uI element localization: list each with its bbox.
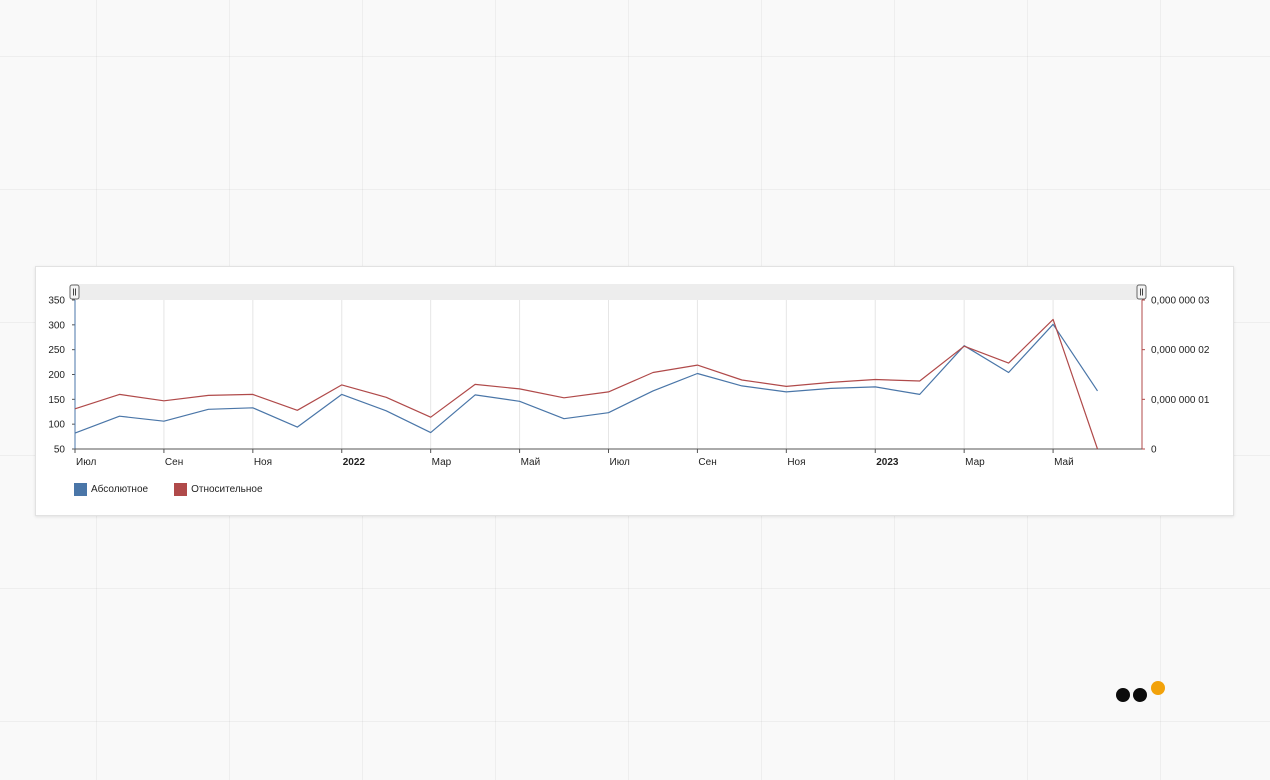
legend: Абсолютное Относительное [74, 483, 263, 496]
series-0-point [474, 394, 476, 396]
x-tick-label: Июл [610, 457, 630, 468]
series-1-point [518, 388, 520, 390]
legend-item-1[interactable]: Относительное [174, 483, 263, 496]
series-0-point [1007, 371, 1009, 373]
y-right-tick-label: 0,000 000 03 [1151, 296, 1210, 307]
series-0-point [652, 390, 654, 392]
series-1-point [341, 384, 343, 386]
x-tick-label: Май [1054, 457, 1074, 468]
legend-label: Относительное [191, 484, 263, 495]
y-left-tick-label: 50 [54, 445, 66, 456]
logo-dot-black-2 [1133, 688, 1147, 702]
x-tick-label: Мар [432, 457, 452, 468]
y-left-tick-label: 250 [48, 345, 65, 356]
series-0-point [207, 408, 209, 410]
x-tick-label: Июл [76, 457, 96, 468]
series-1-point [74, 408, 76, 410]
series-1-point [785, 385, 787, 387]
series-0-point [385, 410, 387, 412]
y-left-tick-label: 100 [48, 420, 65, 431]
series-1-point [563, 397, 565, 399]
brand-dots-icon [1116, 681, 1168, 702]
x-tick-label: Ноя [787, 457, 805, 468]
series-1-point [385, 396, 387, 398]
series-0-point [163, 420, 165, 422]
x-tick-label: Сен [698, 457, 716, 468]
series-1-point [474, 383, 476, 385]
y-left-tick-label: 350 [48, 296, 65, 307]
y-right-tick-label: 0 [1151, 445, 1157, 456]
series-1-point [652, 371, 654, 373]
legend-item-0[interactable]: Абсолютное [74, 483, 148, 496]
series-1-point [252, 393, 254, 395]
series-line-1 [74, 318, 1099, 450]
series-1-point [741, 379, 743, 381]
series-1-point [207, 394, 209, 396]
series-1-point [1007, 362, 1009, 364]
series-0-point [341, 393, 343, 395]
series-1-point [919, 380, 921, 382]
x-tick-label: Май [521, 457, 541, 468]
series-0-point [919, 393, 921, 395]
grid-lines [74, 300, 1142, 449]
series-0-point [74, 432, 76, 434]
chart-panel: Июл Сен Ноя 2022 Мар Май Июл Сен Ноя 2023 Мар Май 35… [35, 266, 1234, 516]
series-1-point [1052, 318, 1054, 320]
series-1-point [607, 391, 609, 393]
series-0-point [563, 418, 565, 420]
legend-label: Абсолютное [91, 484, 149, 495]
logo-dot-black-1 [1116, 688, 1130, 702]
y-left-tick-label: 300 [48, 320, 65, 331]
series-1-point [296, 409, 298, 411]
x-tick-label: Ноя [254, 457, 272, 468]
x-tick-label: Сен [165, 457, 183, 468]
y-right-tick-label: 0,000 000 01 [1151, 395, 1210, 406]
x-tick-label: 2023 [876, 457, 899, 468]
y-left-tick-label: 150 [48, 395, 65, 406]
series-line-0 [74, 323, 1098, 434]
series-0-point [518, 400, 520, 402]
legend-swatch [74, 483, 87, 496]
series-0-point [741, 385, 743, 387]
axes: Июл Сен Ноя 2022 Мар Май Июл Сен Ноя 2023 Мар Май 35… [48, 296, 1210, 469]
x-tick-label: 2022 [343, 457, 366, 468]
logo-dot-orange [1151, 681, 1165, 695]
series-1-point [118, 393, 120, 395]
line-chart: Июл Сен Ноя 2022 Мар Май Июл Сен Ноя 2023 Мар Май 35… [48, 284, 1210, 469]
series-0-point [874, 386, 876, 388]
range-navigator-bar[interactable] [74, 284, 1142, 300]
range-handles[interactable] [69, 284, 1147, 300]
series-1-point [696, 364, 698, 366]
range-handle-right-icon[interactable] [1136, 284, 1147, 300]
series-0-point [1096, 390, 1098, 392]
series-0-point [696, 372, 698, 374]
series-1-point [163, 400, 165, 402]
series-1-point [830, 381, 832, 383]
series-0-point [118, 415, 120, 417]
series-1-point [963, 345, 965, 347]
series-1-point [430, 416, 432, 418]
series-lines [74, 318, 1099, 450]
series-1-point [1096, 448, 1098, 450]
series-0-point [830, 387, 832, 389]
x-tick-label: Мар [965, 457, 985, 468]
series-0-point [430, 431, 432, 433]
series-0-point [785, 391, 787, 393]
series-0-point [607, 412, 609, 414]
y-left-tick-label: 200 [48, 370, 65, 381]
series-0-point [252, 407, 254, 409]
y-right-tick-label: 0,000 000 02 [1151, 345, 1210, 356]
series-0-point [296, 426, 298, 428]
range-handle-left-icon[interactable] [69, 284, 80, 300]
legend-swatch [174, 483, 188, 496]
series-1-point [874, 378, 876, 380]
